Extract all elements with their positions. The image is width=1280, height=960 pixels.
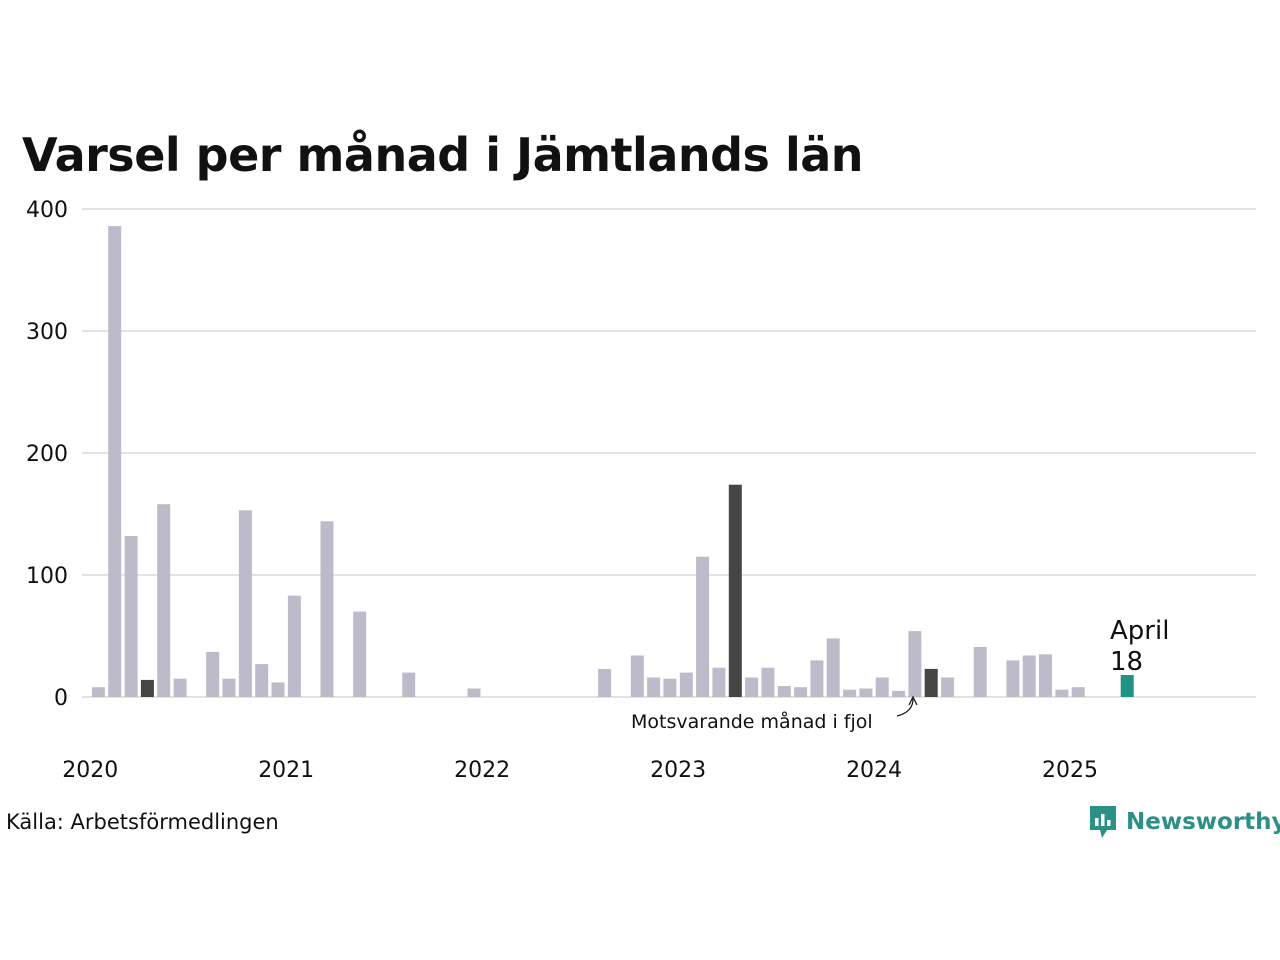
bar-2020-04 [140, 679, 154, 697]
bar-2020-02 [108, 226, 122, 697]
bar-2021-05 [353, 611, 367, 697]
bar-2023-09 [810, 660, 824, 697]
source-text: Källa: Arbetsförmedlingen [6, 810, 279, 834]
y-tick-label: 300 [26, 320, 68, 345]
bar-2024-10 [1022, 655, 1036, 697]
newsworthy-logo-icon [1090, 806, 1116, 838]
bar-2022-10 [630, 655, 644, 697]
bar-2023-10 [826, 638, 840, 697]
x-tick-label: 2025 [1042, 758, 1098, 783]
bar-2020-05 [157, 504, 171, 697]
bar-2024-07 [973, 647, 987, 697]
bar-2025-04 [1120, 675, 1134, 697]
bar-2023-03 [712, 667, 726, 697]
x-tick-label: 2024 [846, 758, 902, 783]
bar-2023-12 [859, 688, 873, 697]
y-tick-label: 400 [26, 198, 68, 223]
y-tick-label: 100 [26, 564, 68, 589]
bar-2022-08 [598, 668, 612, 697]
bar-2021-01 [287, 595, 301, 697]
highlight-month-label: April [1110, 616, 1169, 646]
bar-2024-03 [908, 631, 922, 697]
x-tick-label: 2021 [258, 758, 314, 783]
bar-2023-06 [761, 667, 775, 697]
bar-2025-01 [1071, 687, 1085, 697]
bar-2020-12 [271, 682, 285, 697]
x-tick-label: 2020 [62, 758, 118, 783]
bar-2024-01 [875, 677, 889, 697]
highlight-value-label: 18 [1110, 647, 1143, 677]
bar-2020-06 [173, 678, 187, 697]
axis-labels: 0 100 200 300 400 2020 2021 2022 2023 2024 2025 [26, 198, 1098, 783]
brand-logo: Newsworthy [1088, 804, 1280, 840]
bar-2024-02 [892, 690, 906, 697]
bar-2023-05 [745, 677, 759, 697]
bar-2022-11 [647, 677, 661, 697]
annotation-arrowhead [908, 695, 918, 706]
bar-2023-02 [696, 556, 710, 697]
y-tick-label: 0 [54, 686, 68, 711]
brand-name: Newsworthy [1126, 809, 1280, 835]
bars [91, 226, 1134, 697]
bar-2024-11 [1039, 654, 1052, 697]
x-tick-label: 2023 [650, 758, 706, 783]
bar-2020-03 [124, 536, 138, 697]
annotations: Motsvarande månad i fjol April 18 [631, 616, 1169, 733]
x-tick-label: 2022 [454, 758, 510, 783]
bar-2024-05 [941, 677, 955, 697]
bar-2023-04 [728, 484, 742, 697]
bar-2020-01 [91, 687, 105, 697]
bar-2024-09 [1006, 660, 1020, 697]
bar-2021-03 [320, 521, 334, 697]
y-tick-label: 200 [26, 442, 68, 467]
bar-2020-11 [255, 664, 269, 697]
bar-2020-10 [238, 510, 252, 697]
bar-2022-12 [663, 678, 677, 697]
bar-2020-08 [206, 651, 220, 697]
bar-2021-12 [467, 688, 481, 697]
bar-2024-12 [1055, 689, 1069, 697]
bar-2024-04 [924, 668, 938, 697]
bar-2021-08 [402, 672, 416, 697]
annotation-arrow [896, 698, 914, 717]
bar-2023-01 [679, 672, 693, 697]
bar-2023-07 [777, 686, 791, 697]
chart-title: Varsel per månad i Jämtlands län [22, 128, 864, 182]
annotation-text: Motsvarande månad i fjol [631, 710, 873, 733]
bar-2020-09 [222, 678, 236, 697]
gridlines [82, 208, 1256, 698]
bar-2023-11 [843, 689, 857, 697]
bar-2023-08 [794, 687, 808, 697]
